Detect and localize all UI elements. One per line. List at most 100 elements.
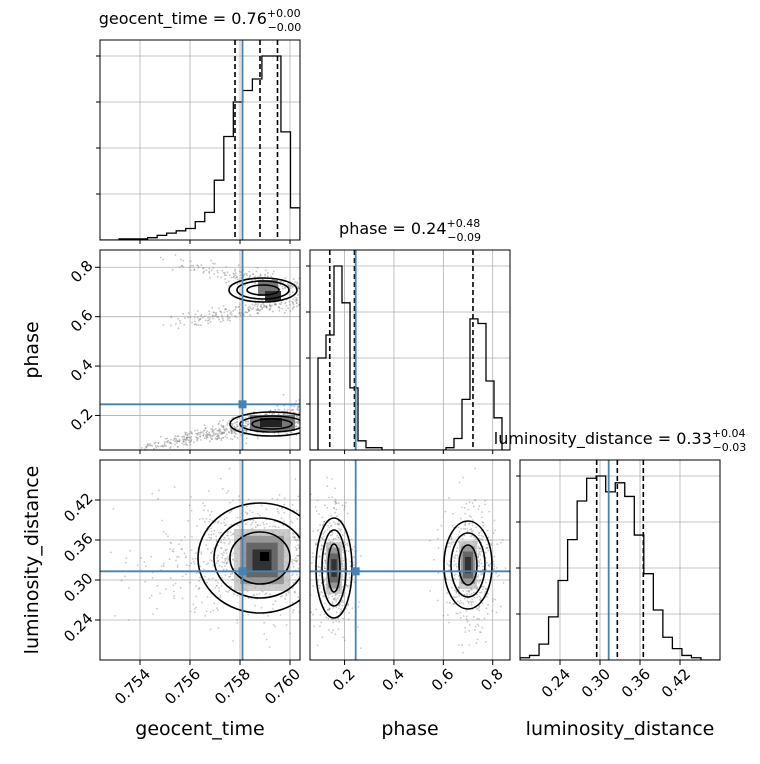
sample-point (212, 314, 214, 317)
sample-point (283, 408, 286, 411)
sample-point (197, 588, 200, 590)
sample-point (475, 642, 478, 644)
sample-point (346, 584, 349, 587)
sample-point (227, 530, 229, 533)
sample-point (129, 549, 132, 552)
sample-point (351, 607, 354, 610)
sample-point (176, 445, 179, 448)
sample-point (291, 503, 294, 506)
sample-point (291, 521, 294, 524)
sample-point (187, 433, 189, 436)
sample-point (194, 429, 196, 432)
sample-point (183, 536, 186, 538)
sample-point (294, 280, 297, 283)
sample-point (216, 437, 219, 440)
sample-point (187, 519, 190, 522)
sample-point (301, 426, 303, 428)
sample-point (270, 304, 273, 307)
sample-point (225, 552, 228, 555)
sample-point (308, 611, 310, 613)
sample-point (339, 611, 342, 614)
sample-point (271, 525, 274, 528)
sample-point (282, 524, 285, 527)
sample-point (482, 535, 485, 538)
sample-point (311, 603, 313, 605)
sample-point (202, 271, 205, 274)
sample-point (226, 548, 228, 551)
sample-point (280, 517, 283, 520)
y-tick-label: 0.6 (67, 306, 97, 336)
sample-point (215, 539, 218, 541)
sample-point (453, 595, 455, 598)
sample-point (460, 527, 463, 530)
sample-point (453, 574, 456, 577)
sample-point (437, 547, 440, 549)
sample-point (297, 495, 300, 498)
sample-point (328, 522, 331, 525)
sample-point (455, 563, 457, 565)
sample-point (302, 288, 304, 290)
sample-point (302, 412, 304, 414)
sample-point (453, 589, 456, 592)
sample-point (252, 519, 255, 522)
sample-point (205, 431, 208, 434)
sample-point (348, 611, 351, 614)
sample-point (313, 625, 316, 628)
sample-point (249, 509, 251, 512)
sample-point (259, 273, 262, 276)
sample-point (301, 532, 303, 534)
sample-point (294, 557, 297, 560)
sample-point (262, 523, 265, 526)
sample-point (481, 573, 484, 576)
sample-point (327, 539, 330, 542)
sample-point (188, 266, 191, 269)
sample-point (296, 408, 299, 410)
title-luminosity_distance: luminosity_distance = 0.33+0.04 −0.03 (494, 427, 747, 454)
sample-point (352, 556, 355, 558)
sample-point (303, 418, 305, 420)
sample-point (236, 283, 239, 285)
sample-point (200, 264, 203, 266)
sample-point (227, 557, 230, 560)
sample-point (256, 524, 259, 526)
sample-point (303, 569, 305, 571)
sample-point (190, 562, 193, 565)
sample-point (226, 436, 229, 439)
sample-point (291, 291, 294, 294)
sample-point (199, 433, 201, 436)
sample-point (205, 610, 208, 613)
sample-point (235, 421, 238, 424)
contour-line (236, 280, 290, 300)
sample-point (447, 545, 449, 548)
sample-point (208, 313, 211, 315)
sample-point (457, 586, 460, 589)
sample-point (463, 534, 466, 537)
sample-point (317, 566, 320, 568)
sample-point (124, 575, 126, 578)
sample-point (233, 273, 236, 276)
sample-point (211, 550, 214, 553)
sample-point (212, 317, 214, 320)
sample-point (209, 276, 211, 279)
sample-point (182, 440, 185, 442)
sample-point (466, 530, 469, 532)
sample-point (487, 536, 490, 539)
sample-point (322, 595, 325, 598)
sample-point (228, 511, 231, 514)
sample-point (292, 278, 295, 280)
sample-point (218, 420, 221, 423)
sample-point (465, 618, 468, 620)
sample-point (277, 526, 280, 529)
sample-point (480, 534, 483, 537)
sample-point (346, 548, 348, 550)
sample-point (213, 272, 215, 275)
sample-point (301, 281, 303, 283)
sample-point (297, 596, 300, 599)
sample-point (338, 620, 341, 623)
sample-point (207, 528, 210, 531)
sample-point (312, 555, 314, 558)
sample-point (183, 323, 186, 326)
sample-point (109, 551, 112, 554)
sample-point (222, 568, 225, 571)
sample-point (370, 542, 372, 544)
